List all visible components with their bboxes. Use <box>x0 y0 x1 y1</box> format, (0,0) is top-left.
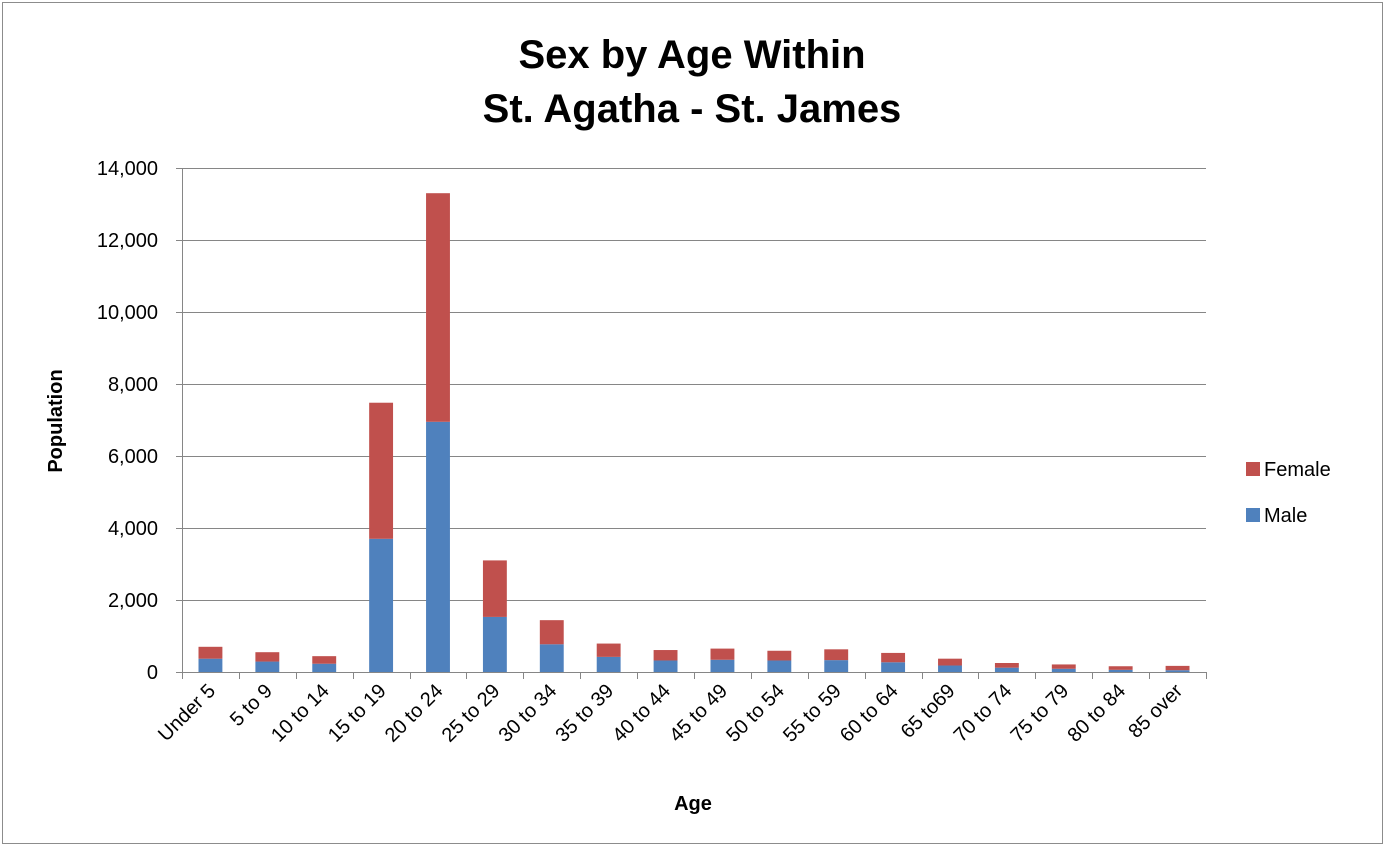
x-tick-label: 45 to 49 <box>665 680 732 747</box>
axes <box>176 168 1207 679</box>
bar-male <box>1051 668 1076 672</box>
x-tick-label: 75 to 79 <box>1007 680 1074 747</box>
bar-male <box>653 660 678 672</box>
bar-female <box>824 649 849 661</box>
y-tick-label: 12,000 <box>97 230 158 252</box>
y-tick-label: 0 <box>147 662 158 684</box>
x-axis-title: Age <box>674 793 712 815</box>
bar-male <box>369 538 394 672</box>
chart-title-line-1: Sex by Age Within <box>518 33 865 77</box>
bar-female <box>767 650 792 661</box>
bar-female <box>1051 664 1076 669</box>
x-tick-label: 15 to 19 <box>324 680 391 747</box>
bar-female <box>710 648 735 660</box>
bar-male <box>312 663 337 672</box>
bar-male <box>881 662 906 672</box>
bar-male <box>198 658 223 672</box>
bar-male <box>994 667 1019 672</box>
x-tick-label: 50 to 54 <box>722 680 789 747</box>
bar-female <box>596 643 621 657</box>
y-tick-label: 4,000 <box>108 518 158 540</box>
x-tick-label: 65 to69 <box>897 680 960 743</box>
bar-female <box>881 652 906 663</box>
bar-female <box>539 620 564 645</box>
x-tick-label: 20 to 24 <box>381 680 448 747</box>
legend-label-female: Female <box>1264 459 1331 481</box>
bar-female <box>653 650 678 661</box>
x-tick-label: 25 to 29 <box>438 680 505 747</box>
x-tick-label: 10 to 14 <box>267 680 334 747</box>
y-tick-label: 8,000 <box>108 374 158 396</box>
bar-male <box>767 660 792 672</box>
legend-swatch-female <box>1246 462 1260 476</box>
y-tick-label: 2,000 <box>108 590 158 612</box>
y-axis-title: Population <box>45 369 67 472</box>
legend: Female Male <box>1246 459 1331 527</box>
legend-swatch-male <box>1246 508 1260 522</box>
bar-male <box>824 660 849 672</box>
bar-male <box>1108 669 1133 672</box>
x-tick-label: 70 to 74 <box>950 680 1017 747</box>
x-tick-label: 60 to 64 <box>836 680 903 747</box>
bars <box>198 193 1190 672</box>
bar-male <box>938 665 962 672</box>
bar-male <box>1165 670 1190 672</box>
x-tick-label: 55 to 59 <box>779 680 846 747</box>
bar-female <box>1108 666 1133 670</box>
x-tick-label: 35 to 39 <box>552 680 619 747</box>
bar-male <box>255 661 280 672</box>
y-tick-label: 6,000 <box>108 446 158 468</box>
bar-female <box>994 663 1019 668</box>
x-tick-label: 30 to 34 <box>495 680 562 747</box>
x-tick-label: 80 to 84 <box>1064 680 1131 747</box>
bar-female <box>482 560 507 617</box>
x-tick-label: Under 5 <box>154 680 220 746</box>
gridlines <box>182 168 1206 601</box>
x-tick-label: 5 to 9 <box>226 680 277 731</box>
bar-female <box>369 402 394 539</box>
bar-male <box>426 421 450 672</box>
x-tick-label: 85 over <box>1124 680 1187 743</box>
chart-title-line-2: St. Agatha - St. James <box>483 87 902 131</box>
bar-male <box>596 656 621 672</box>
bar-female <box>1165 665 1190 671</box>
y-tick-label: 10,000 <box>97 302 158 324</box>
bar-female <box>426 193 450 422</box>
bar-female <box>255 652 280 662</box>
x-tick-label: 40 to 44 <box>608 680 675 747</box>
bar-female <box>938 658 962 666</box>
bar-female <box>312 656 337 664</box>
bar-female <box>198 646 223 659</box>
bar-male <box>482 616 507 672</box>
y-tick-labels: 0 2,000 4,000 6,000 8,000 10,000 12,000 14,000 <box>97 158 158 684</box>
y-tick-label: 14,000 <box>97 158 158 180</box>
legend-label-male: Male <box>1264 505 1307 527</box>
bar-male <box>539 644 564 672</box>
bar-male <box>710 659 735 672</box>
